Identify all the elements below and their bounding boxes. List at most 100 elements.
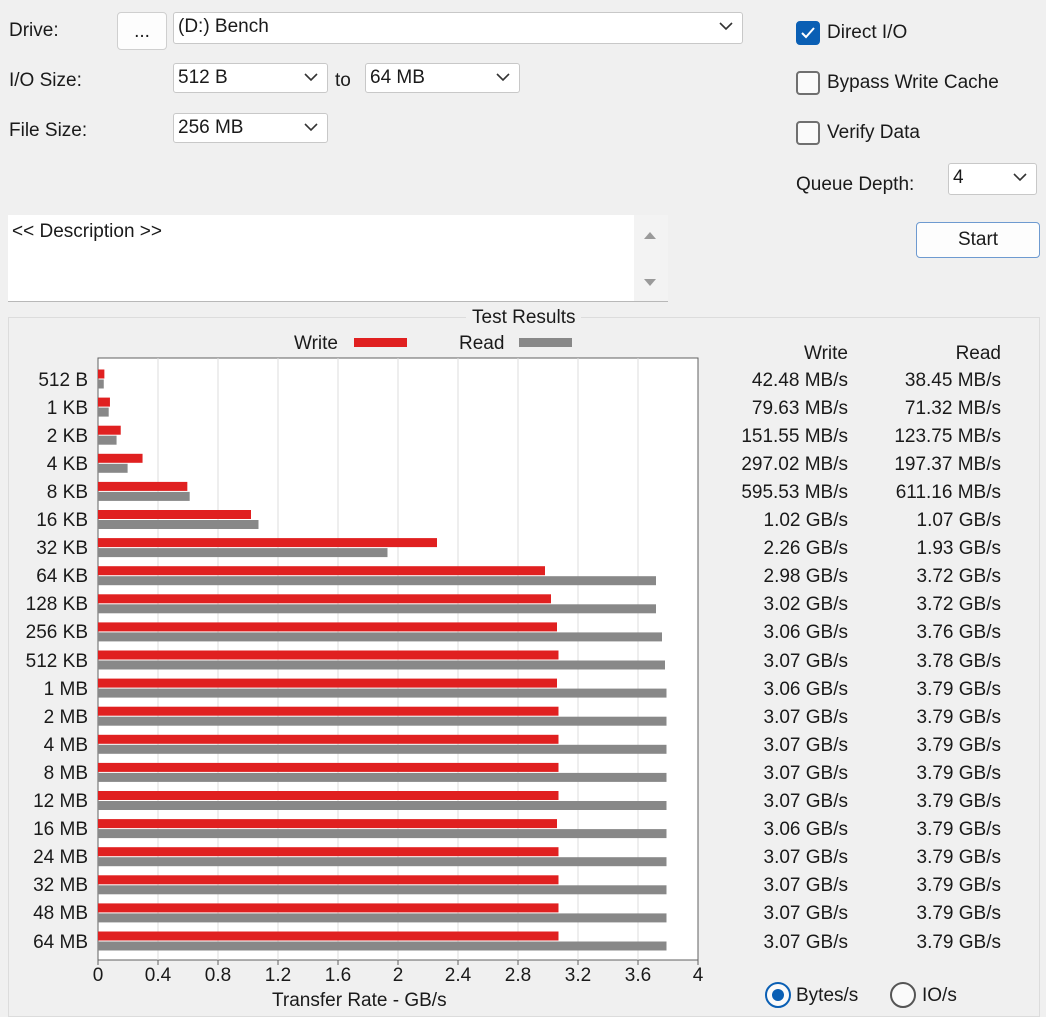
read-value: 3.79 GB/s [916,819,1002,841]
write-value: 2.98 GB/s [763,566,849,588]
chevron-down-icon [304,73,318,82]
chevron-down-icon [496,73,510,82]
write-bar [98,875,559,885]
write-bar [98,369,105,379]
write-bar [98,903,559,913]
write-value: 3.06 GB/s [763,622,849,644]
read-bar [98,435,117,445]
scroll-up-icon[interactable] [643,229,657,241]
x-tick-label: 1.2 [264,965,292,986]
read-bar [98,520,259,529]
read-bar [98,829,667,839]
write-value: 42.48 MB/s [751,369,848,391]
read-value: 3.79 GB/s [916,875,1002,897]
row-label: 8 KB [46,481,88,503]
x-tick-label: 1.6 [324,965,352,986]
drive-label: Drive: [9,20,59,41]
io-size-to-select[interactable]: 64 MB [365,63,520,93]
write-bar [98,425,121,435]
write-value: 3.02 GB/s [763,594,849,616]
write-value: 3.07 GB/s [763,847,849,869]
start-button[interactable]: Start [916,222,1040,258]
transfer-rate-chart [97,357,699,965]
read-value: 71.32 MB/s [904,397,1001,419]
write-bar [98,566,545,576]
write-bar [98,650,559,660]
read-bar [98,772,667,782]
write-value: 595.53 MB/s [741,481,848,503]
check-icon [801,27,815,39]
read-value: 3.79 GB/s [916,791,1002,812]
read-bar [98,632,662,642]
write-bar [98,510,251,519]
write-value: 1.02 GB/s [763,510,849,531]
read-bar [98,660,665,670]
write-bar [98,819,557,829]
write-bar [98,594,551,604]
row-label: 4 KB [46,453,88,475]
io-size-from-select[interactable]: 512 B [173,63,328,93]
read-bar [98,744,667,754]
write-value: 3.07 GB/s [763,875,849,897]
write-bar [98,538,437,548]
scroll-down-icon[interactable] [643,277,657,289]
row-label: 2 MB [43,706,88,728]
x-tick-label: 0.8 [204,965,232,986]
read-value: 3.78 GB/s [916,650,1002,672]
direct-io-checkbox[interactable] [796,21,820,45]
verify-data-checkbox[interactable] [796,121,820,145]
bypass-write-cache-checkbox[interactable] [796,71,820,95]
bytes-per-sec-label: Bytes/s [796,985,859,1006]
row-label: 256 KB [25,622,88,644]
read-value: 3.79 GB/s [916,931,1002,953]
description-scrollbar[interactable] [634,215,668,301]
row-label: 16 MB [33,819,88,841]
chevron-down-icon [304,123,318,132]
read-bar [98,548,388,558]
legend-read-swatch [519,338,572,347]
read-bar [98,801,667,810]
read-bar [98,913,667,923]
bytes-per-sec-radio[interactable] [765,982,791,1008]
queue-depth-select[interactable]: 4 [948,163,1037,195]
row-label: 128 KB [25,594,88,616]
legend-write-label: Write [294,333,338,354]
drive-select[interactable]: (D:) Bench [173,12,743,44]
x-tick-label: 0 [92,965,104,986]
bypass-write-cache-label: Bypass Write Cache [827,72,999,93]
x-tick-label: 0.4 [144,965,172,986]
test-results-title: Test Results [466,307,582,329]
write-value: 3.06 GB/s [763,678,849,700]
write-value: 3.07 GB/s [763,762,849,784]
row-label: 64 KB [36,566,88,588]
io-size-label: I/O Size: [9,70,82,91]
read-bar [98,576,656,586]
row-label: 48 MB [33,903,88,925]
description-textarea[interactable]: << Description >> [8,215,668,302]
x-tick-label: 2.8 [504,965,532,986]
write-value: 3.06 GB/s [763,819,849,841]
read-bar [98,407,109,417]
write-bar [98,453,143,463]
write-value: 151.55 MB/s [741,425,848,447]
read-value: 1.93 GB/s [916,538,1002,560]
io-size-to-value: 64 MB [370,67,425,88]
io-per-sec-radio[interactable] [890,982,916,1008]
chevron-down-icon [1013,173,1027,182]
file-size-select[interactable]: 256 MB [173,113,328,143]
row-label: 4 MB [43,734,88,756]
chevron-down-icon [719,22,733,31]
write-bar [98,397,110,407]
browse-button[interactable]: ... [117,12,167,50]
x-tick-label: 3.2 [564,965,592,986]
row-label: 12 MB [33,791,88,812]
read-bar [98,463,128,473]
read-value: 3.79 GB/s [916,706,1002,728]
row-label: 24 MB [33,847,88,869]
read-bar [98,688,667,698]
read-value: 3.79 GB/s [916,762,1002,784]
read-bar [98,716,667,726]
read-bar [98,491,190,501]
row-label: 2 KB [46,425,88,447]
file-size-value: 256 MB [178,117,244,138]
